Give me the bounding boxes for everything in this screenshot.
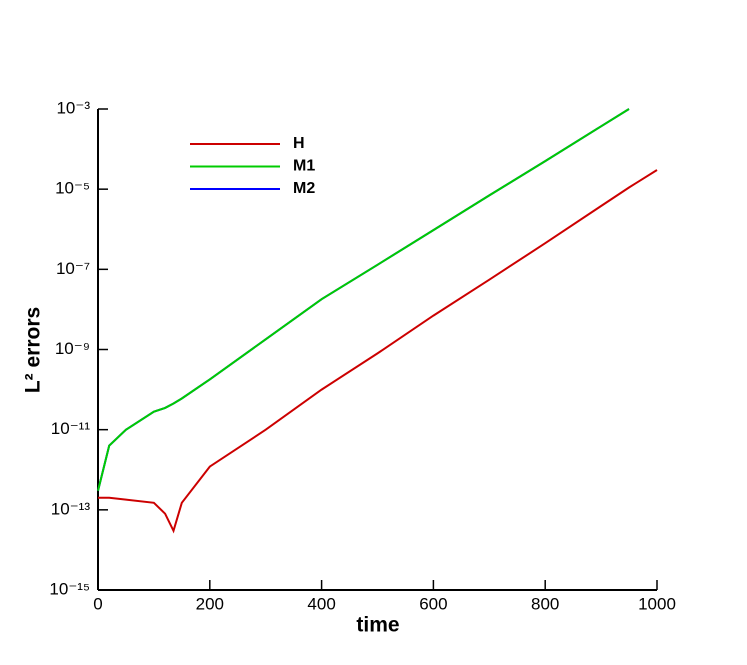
- series-line: [97, 108, 630, 491]
- y-tick-label: 10⁻⁵: [55, 179, 90, 198]
- legend-label: H: [293, 135, 305, 152]
- series-line: [98, 169, 658, 534]
- y-tick-label: 10⁻⁹: [55, 339, 90, 358]
- y-axis-title: L² errors: [22, 307, 45, 393]
- x-tick-label: 800: [531, 594, 559, 613]
- legend-label: M2: [293, 180, 315, 197]
- y-tick-label: 10⁻¹³: [51, 499, 91, 518]
- x-tick-label: 1000: [638, 594, 676, 613]
- x-tick-label: 400: [307, 594, 335, 613]
- y-tick-label: 10⁻¹¹: [51, 419, 91, 438]
- x-tick-label: 200: [196, 594, 224, 613]
- x-tick-label: 0: [93, 594, 102, 613]
- x-axis-title: time: [356, 614, 399, 637]
- y-tick-label: 10⁻³: [56, 98, 90, 117]
- legend-label: M1: [293, 158, 315, 175]
- series-line: [97, 108, 630, 491]
- x-tick-label: 600: [419, 594, 447, 613]
- y-tick-label: 10⁻⁷: [56, 259, 90, 278]
- y-tick-label: 10⁻¹⁵: [49, 579, 90, 598]
